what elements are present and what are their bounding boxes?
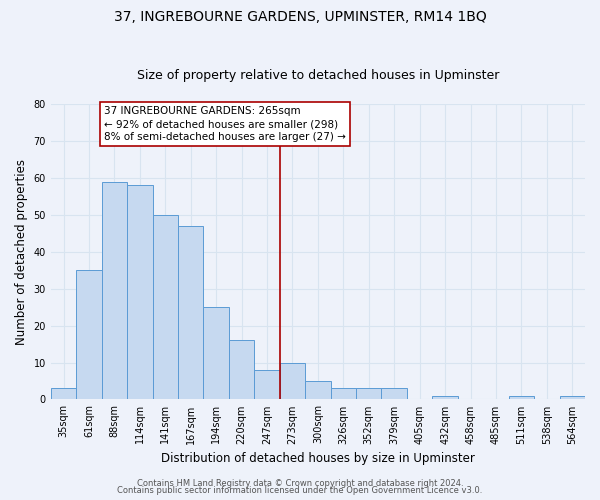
Title: Size of property relative to detached houses in Upminster: Size of property relative to detached ho… [137, 69, 499, 82]
Text: 37 INGREBOURNE GARDENS: 265sqm
← 92% of detached houses are smaller (298)
8% of : 37 INGREBOURNE GARDENS: 265sqm ← 92% of … [104, 106, 346, 142]
Bar [203, 307, 229, 400]
Text: 37, INGREBOURNE GARDENS, UPMINSTER, RM14 1BQ: 37, INGREBOURNE GARDENS, UPMINSTER, RM14… [113, 10, 487, 24]
Bar [382, 388, 407, 400]
Bar [152, 215, 178, 400]
Bar [433, 396, 458, 400]
Bar [356, 388, 382, 400]
Bar [178, 226, 203, 400]
Bar [331, 388, 356, 400]
Bar [101, 182, 127, 400]
Text: Contains public sector information licensed under the Open Government Licence v3: Contains public sector information licen… [118, 486, 482, 495]
X-axis label: Distribution of detached houses by size in Upminster: Distribution of detached houses by size … [161, 452, 475, 465]
Bar [509, 396, 534, 400]
Bar [229, 340, 254, 400]
Bar [280, 362, 305, 400]
Bar [305, 381, 331, 400]
Bar [254, 370, 280, 400]
Bar [127, 185, 152, 400]
Bar [76, 270, 101, 400]
Bar [560, 396, 585, 400]
Bar [51, 388, 76, 400]
Y-axis label: Number of detached properties: Number of detached properties [15, 158, 28, 344]
Text: Contains HM Land Registry data © Crown copyright and database right 2024.: Contains HM Land Registry data © Crown c… [137, 478, 463, 488]
